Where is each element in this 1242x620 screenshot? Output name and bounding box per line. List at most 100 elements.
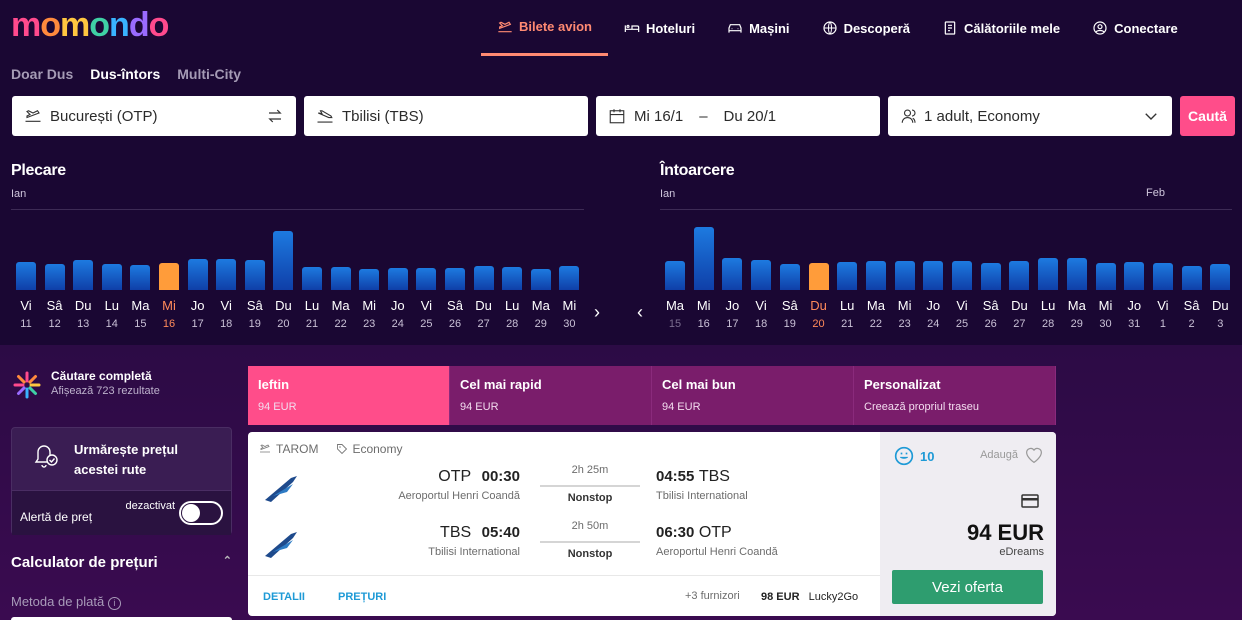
calendar-day[interactable]: Ma 15 <box>126 298 154 330</box>
calendar-day[interactable]: Vi 25 <box>948 298 976 330</box>
calendar-day[interactable]: Jo 17 <box>718 298 746 330</box>
price-bar[interactable] <box>130 265 151 290</box>
calendar-day[interactable]: Lu 28 <box>498 298 526 330</box>
calendar-day[interactable]: Lu 21 <box>833 298 861 330</box>
price-bar[interactable] <box>665 261 685 290</box>
calendar-day[interactable]: Vi 25 <box>412 298 440 330</box>
nav-item-4[interactable]: Călătoriile mele <box>926 0 1076 56</box>
price-bar[interactable] <box>894 261 915 290</box>
price-bar[interactable] <box>980 263 1001 290</box>
payment-method-select[interactable] <box>11 617 232 620</box>
alt-price[interactable]: 98 EUR Lucky2Go <box>761 591 858 603</box>
price-bar[interactable] <box>1181 266 1202 290</box>
prev-arrow-icon[interactable]: ‹ <box>637 302 643 322</box>
price-bar[interactable] <box>865 261 886 290</box>
calendar-day[interactable]: Mi 23 <box>891 298 919 330</box>
price-bar[interactable] <box>416 268 437 290</box>
next-arrow-icon[interactable]: › <box>594 302 600 322</box>
origin-field[interactable]: București (OTP) <box>12 96 296 136</box>
price-bar[interactable] <box>530 269 551 290</box>
calendar-day[interactable]: Sâ 26 <box>977 298 1005 330</box>
price-bar[interactable] <box>44 264 65 290</box>
calendar-day[interactable]: Lu 28 <box>1034 298 1062 330</box>
add-favorite[interactable]: Adaugă <box>980 446 1044 464</box>
price-bar[interactable] <box>159 263 179 290</box>
price-bar[interactable] <box>216 259 237 290</box>
price-bar[interactable] <box>1124 262 1145 290</box>
sort-tab[interactable]: Cel mai rapid 94 EUR <box>450 366 652 425</box>
calendar-day[interactable]: Du 3 <box>1206 298 1234 330</box>
return-date[interactable]: Du 20/1 <box>723 107 777 125</box>
calendar-day[interactable]: Lu 21 <box>298 298 326 330</box>
calendar-day[interactable]: Mi 30 <box>555 298 583 330</box>
nav-item-5[interactable]: Conectare <box>1076 0 1194 56</box>
price-bar[interactable] <box>1095 263 1116 290</box>
calendar-day[interactable]: Du 20 <box>269 298 297 330</box>
calendar-day[interactable]: Jo 24 <box>384 298 412 330</box>
calendar-day[interactable]: Mi 30 <box>1092 298 1120 330</box>
calendar-day[interactable]: Du 27 <box>470 298 498 330</box>
calendar-day[interactable]: Ma 29 <box>1063 298 1091 330</box>
price-bar[interactable] <box>1066 258 1087 290</box>
calendar-day[interactable]: Du 20 <box>805 298 833 330</box>
price-alert-toggle[interactable] <box>179 501 223 525</box>
price-bar[interactable] <box>1210 264 1231 290</box>
price-bar[interactable] <box>808 263 829 290</box>
calendar-day[interactable]: Jo 24 <box>919 298 947 330</box>
calendar-day[interactable]: Ma 15 <box>661 298 689 330</box>
price-bar[interactable] <box>187 259 208 290</box>
calendar-day[interactable]: Vi 18 <box>747 298 775 330</box>
price-bar[interactable] <box>473 266 494 290</box>
trip-type-tab[interactable]: Doar Dus <box>11 66 74 82</box>
momondo-logo[interactable]: momondo <box>11 6 169 45</box>
price-bar[interactable] <box>273 231 294 290</box>
heart-icon[interactable] <box>1024 446 1044 464</box>
calendar-day[interactable]: Sâ 19 <box>241 298 269 330</box>
price-bar[interactable] <box>101 264 122 290</box>
calendar-day[interactable]: Vi 18 <box>212 298 240 330</box>
price-bar[interactable] <box>693 227 714 290</box>
trip-type-tab[interactable]: Multi-City <box>177 66 241 82</box>
price-bar[interactable] <box>923 261 944 290</box>
price-bar[interactable] <box>445 268 465 290</box>
price-bar[interactable] <box>1009 261 1030 290</box>
calendar-day[interactable]: Vi 11 <box>12 298 40 330</box>
price-bar[interactable] <box>952 261 972 290</box>
prices-link[interactable]: PREȚURI <box>338 591 387 603</box>
destination-field[interactable]: Tbilisi (TBS) <box>304 96 588 136</box>
price-bar[interactable] <box>559 266 580 290</box>
info-icon[interactable]: i <box>107 597 121 610</box>
chevron-up-icon[interactable]: ⌃ <box>222 555 232 567</box>
passengers-field[interactable]: 1 adult, Economy <box>888 96 1172 136</box>
nav-item-0[interactable]: Bilete avion <box>481 0 608 56</box>
calendar-day[interactable]: Ma 29 <box>527 298 555 330</box>
price-bar[interactable] <box>779 264 800 290</box>
search-button[interactable]: Caută <box>1180 96 1235 136</box>
price-bar[interactable] <box>751 260 772 290</box>
calendar-day[interactable]: Mi 16 <box>690 298 718 330</box>
price-bar[interactable] <box>302 267 322 290</box>
nav-item-3[interactable]: Descoperă <box>806 0 926 56</box>
calendar-day[interactable]: Du 27 <box>1005 298 1033 330</box>
calendar-day[interactable]: Sâ 12 <box>41 298 69 330</box>
more-providers[interactable]: +3 furnizori <box>685 590 740 602</box>
price-bar[interactable] <box>73 260 94 290</box>
result-card[interactable]: TAROM Economy OTP 00:30 Aeroportul Henri … <box>248 432 1056 616</box>
calendar-day[interactable]: Vi 1 <box>1149 298 1177 330</box>
details-link[interactable]: DETALII <box>263 591 305 603</box>
calendar-day[interactable]: Mi 23 <box>355 298 383 330</box>
calendar-day[interactable]: Sâ 2 <box>1178 298 1206 330</box>
price-bar[interactable] <box>16 262 36 290</box>
price-bar[interactable] <box>359 269 380 290</box>
calendar-day[interactable]: Sâ 19 <box>776 298 804 330</box>
price-bar[interactable] <box>722 258 743 290</box>
view-deal-button[interactable]: Vezi oferta <box>892 570 1043 604</box>
sort-tab[interactable]: Ieftin 94 EUR <box>248 366 450 425</box>
price-bar[interactable] <box>1038 258 1059 290</box>
calendar-day[interactable]: Ma 22 <box>327 298 355 330</box>
calendar-day[interactable]: Mi 16 <box>155 298 183 330</box>
calendar-day[interactable]: Lu 14 <box>98 298 126 330</box>
date-field[interactable]: Mi 16/1 – Du 20/1 <box>596 96 880 136</box>
price-bar[interactable] <box>837 262 858 290</box>
nav-item-2[interactable]: Mașini <box>711 0 805 56</box>
